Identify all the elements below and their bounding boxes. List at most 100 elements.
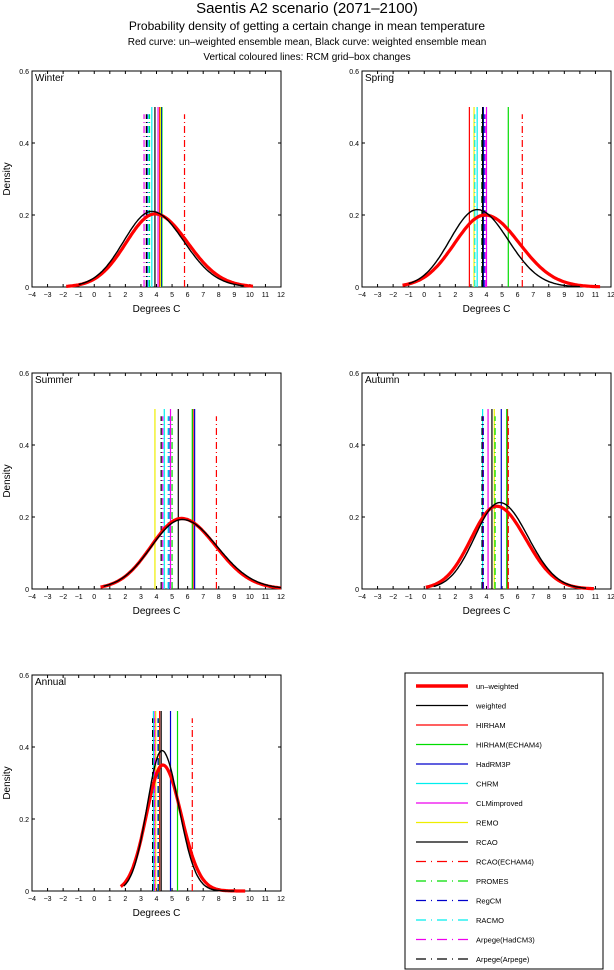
figure-caption-curves: Red curve: un–weighted ensemble mean, Bl… (127, 37, 487, 48)
x-tick-label: 12 (277, 896, 285, 903)
legend-item: Arpege(Arpege) (416, 955, 530, 964)
x-tick-label: 7 (201, 292, 205, 299)
x-tick-label: 10 (246, 594, 254, 601)
x-tick-label: 5 (500, 594, 504, 601)
y-tick-label: 0.4 (349, 443, 359, 450)
legend-item: CLMimproved (416, 799, 523, 808)
figure-caption-lines: Vertical coloured lines: RCM grid–box ch… (203, 52, 411, 63)
x-tick-label: 11 (592, 594, 599, 601)
x-tick-label: 8 (217, 594, 221, 601)
x-tick-label: 5 (170, 594, 174, 601)
x-tick-label: 2 (123, 594, 127, 601)
y-tick-label: 0 (25, 285, 29, 292)
x-tick-label: −4 (28, 594, 36, 601)
y-tick-label: 0.6 (349, 69, 359, 76)
plot-frame (31, 372, 282, 590)
legend-label: RCAO(ECHAM4) (476, 858, 534, 867)
legend-item: PROMES (416, 877, 509, 886)
x-tick-label: 6 (516, 292, 520, 299)
x-tick-label: −3 (44, 896, 52, 903)
y-tick-label: 0.4 (349, 141, 359, 148)
x-tick-label: −4 (28, 896, 36, 903)
x-tick-label: 1 (108, 292, 112, 299)
x-tick-label: 0 (92, 896, 96, 903)
panel-summer: −4 −3 −2 −1 0 1 2 3 4 5 6 7 8 9 10 11 1200.20.40.6Degree… (2, 371, 285, 617)
y-tick-label: 0.4 (19, 141, 29, 148)
legend-label: weighted (475, 702, 506, 711)
y-tick-label: 0.2 (19, 817, 29, 824)
x-tick-label: 6 (186, 896, 190, 903)
x-tick-label: 3 (469, 594, 473, 601)
legend-item: HadRM3P (416, 760, 511, 769)
x-tick-label: 7 (201, 594, 205, 601)
y-tick-label: 0.2 (349, 515, 359, 522)
legend-item: RCAO(ECHAM4) (416, 858, 534, 867)
x-tick-label: 4 (155, 896, 159, 903)
x-tick-label: 5 (170, 292, 174, 299)
unweighted-density-curve (100, 516, 282, 590)
x-tick-label: 12 (607, 292, 614, 299)
y-tick-label: 0.6 (19, 673, 29, 680)
legend-label: Arpege(Arpege) (476, 955, 530, 964)
x-tick-label: 4 (485, 594, 489, 601)
legend-item: HIRHAM (416, 721, 506, 730)
x-tick-label: 3 (139, 896, 143, 903)
x-tick-label: 1 (108, 896, 112, 903)
unweighted-density-curve (402, 213, 601, 289)
x-tick-label: 7 (531, 594, 535, 601)
y-tick-label: 0.2 (349, 213, 359, 220)
y-tick-label: 0 (355, 285, 359, 292)
legend-item: Arpege(HadCM3) (416, 936, 535, 945)
plot-frame (31, 70, 282, 288)
x-tick-label: 6 (516, 594, 520, 601)
panel-title: Summer (35, 375, 73, 386)
legend-item: RCAO (416, 838, 498, 847)
x-axis-label: Degrees C (463, 606, 511, 617)
weighted-density-curve (103, 518, 282, 589)
x-tick-label: −1 (75, 292, 83, 299)
y-tick-label: 0 (355, 587, 359, 594)
x-tick-label: 0 (422, 594, 426, 601)
legend-item: HIRHAM(ECHAM4) (416, 741, 542, 750)
x-tick-label: 10 (246, 292, 254, 299)
x-tick-label: −4 (358, 292, 366, 299)
x-tick-label: 1 (438, 292, 442, 299)
x-tick-label: 8 (547, 292, 551, 299)
x-axis-label: Degrees C (133, 908, 181, 919)
y-tick-label: 0.6 (349, 371, 359, 378)
x-tick-label: 6 (186, 594, 190, 601)
x-tick-label: 12 (607, 594, 614, 601)
legend-label: PROMES (476, 877, 509, 886)
x-tick-label: 11 (262, 594, 269, 601)
y-tick-label: 0.4 (19, 443, 29, 450)
x-tick-label: −2 (59, 594, 67, 601)
panel-title: Autumn (365, 375, 399, 386)
x-axis-label: Degrees C (133, 606, 181, 617)
x-tick-label: 10 (576, 292, 584, 299)
x-tick-label: 10 (576, 594, 584, 601)
x-tick-label: −1 (75, 896, 83, 903)
plot-frame (31, 674, 282, 892)
panel-title: Spring (365, 73, 394, 84)
x-tick-label: 2 (453, 594, 457, 601)
x-tick-label: 9 (562, 594, 566, 601)
y-axis-label: Density (2, 766, 13, 799)
x-tick-label: 8 (217, 896, 221, 903)
x-tick-label: −1 (405, 292, 413, 299)
x-tick-label: 9 (562, 292, 566, 299)
x-tick-label: −3 (44, 594, 52, 601)
x-tick-label: 0 (92, 594, 96, 601)
weighted-density-curve (433, 501, 587, 589)
x-tick-label: 11 (262, 292, 269, 299)
y-axis-label: Density (2, 464, 13, 497)
x-tick-label: −4 (28, 292, 36, 299)
x-tick-label: 7 (531, 292, 535, 299)
legend-label: un–weighted (476, 682, 519, 691)
x-tick-label: −1 (75, 594, 83, 601)
y-tick-label: 0 (25, 587, 29, 594)
y-tick-label: 0.2 (19, 515, 29, 522)
legend-item: CHRM (416, 780, 499, 789)
x-tick-label: 5 (170, 896, 174, 903)
unweighted-density-curve (65, 212, 254, 288)
x-tick-label: 8 (217, 292, 221, 299)
